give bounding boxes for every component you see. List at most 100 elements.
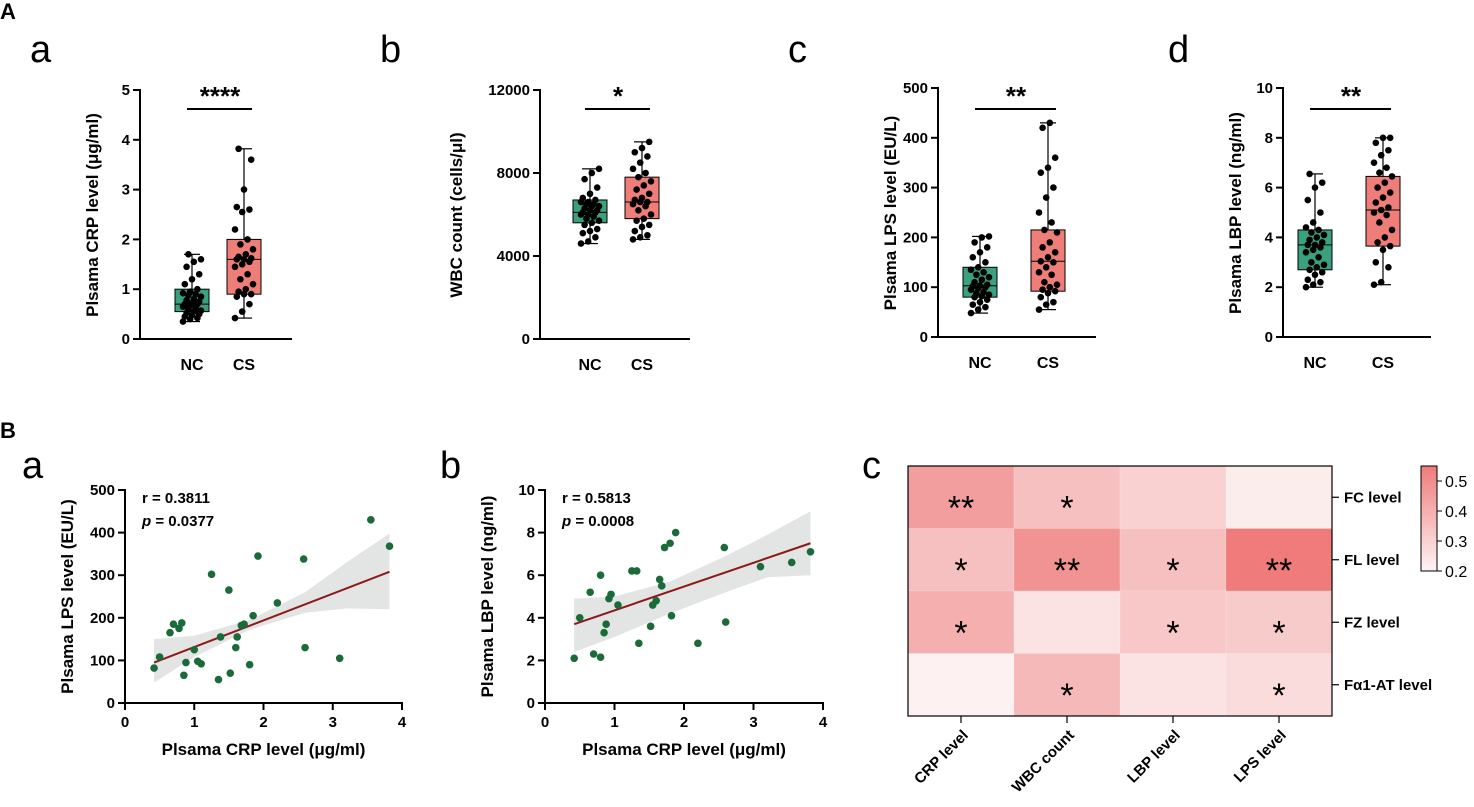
- y-tick-label: 4000: [497, 248, 530, 265]
- scatter-point: [596, 571, 605, 579]
- scatter-point: [299, 555, 308, 563]
- colorbar-tick-label: 0.5: [1445, 474, 1467, 491]
- data-point-CS: [1035, 209, 1043, 216]
- data-point-NC: [1311, 271, 1319, 279]
- y-tick-label: 0: [107, 695, 115, 712]
- subpanel-label-Ba: a: [22, 445, 44, 487]
- heatmap-cell: [1225, 590, 1333, 654]
- scatter-point: [233, 633, 241, 641]
- y-tick-label: 100: [903, 279, 928, 296]
- scatter-point: [150, 664, 158, 672]
- heatmap-significance: *: [1060, 489, 1073, 527]
- data-point-NC: [971, 239, 978, 246]
- data-point-NC: [1306, 170, 1313, 178]
- data-point-NC: [974, 306, 982, 313]
- data-point-CS: [240, 186, 248, 193]
- data-point-CS: [1037, 169, 1045, 176]
- p-value-text: p = 0.0377: [141, 513, 214, 530]
- data-point-CS: [1376, 169, 1383, 176]
- data-point-CS: [242, 251, 250, 258]
- heatmap-significance: **: [1266, 552, 1292, 590]
- data-point-CS: [640, 215, 648, 222]
- data-point-NC: [579, 229, 587, 237]
- y-axis-label: Plsama LPS level (EU/L): [58, 499, 77, 694]
- correlation-r: r = 0.3811: [142, 490, 210, 507]
- data-point-CS: [1372, 139, 1380, 147]
- p-value-number: = 0.0008: [571, 513, 634, 530]
- data-point-CS: [1370, 281, 1378, 289]
- data-point-CS: [238, 308, 246, 315]
- y-axis-label: Plsama LBP level (ng/ml): [478, 496, 497, 698]
- data-point-CS: [644, 153, 651, 160]
- scatter-point: [214, 675, 223, 684]
- y-tick-label: 10: [1256, 80, 1273, 97]
- data-point-CS: [638, 144, 646, 152]
- data-point-CS: [1041, 226, 1048, 234]
- data-point-NC: [581, 221, 588, 229]
- data-point-CS: [1372, 199, 1380, 206]
- y-axis-label: Plsama LBP level (ng/ml): [1226, 112, 1245, 314]
- data-point-CS: [1051, 287, 1059, 295]
- y-tick-label: 200: [903, 229, 928, 246]
- data-point-NC: [1320, 231, 1328, 239]
- heatmap-significance: *: [1272, 614, 1285, 652]
- data-point-NC: [1317, 244, 1324, 251]
- x-tick-label: 3: [749, 714, 757, 731]
- data-point-CS: [235, 288, 242, 295]
- y-tick-label: 500: [90, 482, 115, 499]
- data-point-NC: [982, 259, 989, 266]
- data-point-NC: [595, 202, 603, 210]
- data-point-NC: [973, 271, 980, 279]
- colorbar: [1420, 465, 1438, 572]
- scatter-point: [216, 633, 225, 641]
- category-label-CS: CS: [1037, 355, 1060, 372]
- data-point-CS: [638, 223, 646, 231]
- subpanel-label-Ab: b: [380, 29, 401, 71]
- data-point-NC: [1308, 259, 1315, 266]
- heatmap-significance: **: [948, 489, 974, 527]
- data-point-CS: [246, 206, 253, 213]
- data-point-NC: [1311, 241, 1319, 249]
- y-axis-label: WBC count (cells/μl): [447, 132, 466, 297]
- data-point-NC: [183, 263, 190, 271]
- scatter-point: [602, 620, 610, 628]
- y-tick-label: 4: [1265, 229, 1274, 246]
- data-point-CS: [231, 314, 239, 322]
- row-label: FZ level: [1344, 614, 1400, 631]
- data-point-CS: [1386, 189, 1394, 196]
- data-point-NC: [595, 217, 603, 225]
- scatter-point: [589, 650, 598, 658]
- y-tick-label: 400: [90, 525, 115, 542]
- heatmap-significance: *: [954, 552, 967, 590]
- data-point-NC: [592, 196, 599, 204]
- significance-stars: *: [613, 81, 624, 111]
- data-point-NC: [985, 291, 993, 298]
- data-point-NC: [967, 309, 975, 317]
- heatmap-significance: **: [1054, 552, 1080, 590]
- significance-stars: **: [1006, 81, 1027, 111]
- scatter-point: [600, 628, 608, 637]
- data-point-CS: [1046, 119, 1054, 127]
- data-point-CS: [1379, 194, 1387, 201]
- data-point-NC: [1315, 254, 1322, 261]
- data-point-CS: [1385, 146, 1392, 154]
- subpanel-label-Bc: c: [862, 445, 881, 487]
- panel-label-B: B: [0, 418, 16, 443]
- data-point-CS: [1386, 242, 1394, 250]
- scatter-point: [614, 601, 622, 609]
- data-point-NC: [985, 233, 993, 240]
- x-axis-label: Plsama CRP level (μg/ml): [162, 740, 366, 759]
- y-tick-label: 300: [903, 180, 928, 197]
- data-point-CS: [1388, 173, 1396, 180]
- y-tick-label: 12000: [488, 82, 530, 99]
- data-point-NC: [179, 289, 187, 297]
- y-tick-label: 1: [122, 281, 130, 298]
- data-point-CS: [1037, 258, 1045, 265]
- colorbar-tick-label: 0.2: [1445, 564, 1467, 581]
- data-point-NC: [1308, 229, 1315, 236]
- data-point-CS: [1053, 229, 1061, 236]
- scatter-point: [756, 562, 765, 571]
- data-point-NC: [976, 282, 984, 290]
- data-point-CS: [233, 203, 241, 211]
- data-point-CS: [636, 159, 644, 166]
